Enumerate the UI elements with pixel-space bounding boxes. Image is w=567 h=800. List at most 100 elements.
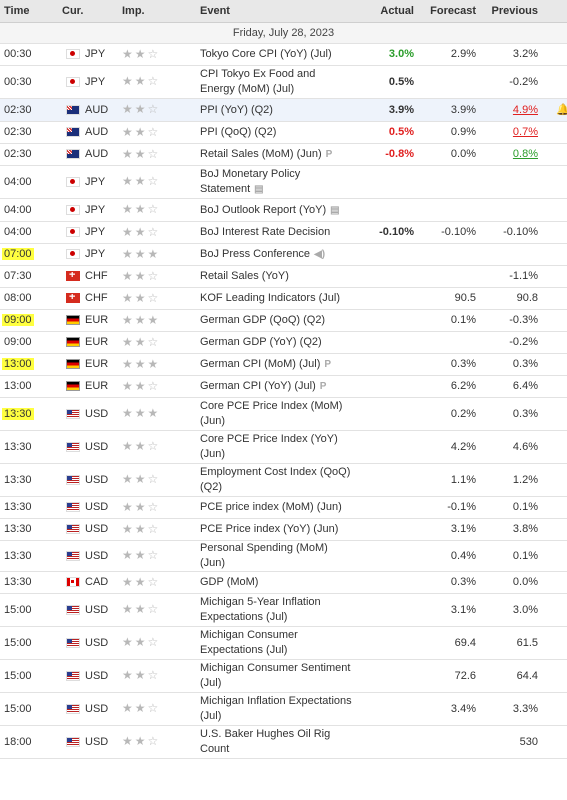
- table-row[interactable]: 13:30 USD ★★☆ Personal Spending (MoM) (Jun)…: [0, 540, 567, 572]
- event-info-icon[interactable]: ◀): [314, 249, 326, 260]
- alert-cell[interactable]: [542, 287, 567, 310]
- event-importance: ★★☆: [118, 375, 196, 398]
- alert-cell[interactable]: [542, 430, 567, 464]
- table-row[interactable]: 18:00 USD ★★☆ U.S. Baker Hughes Oil Rig Cou…: [0, 725, 567, 759]
- event-name[interactable]: Core PCE Price Index (MoM) (Jun): [196, 397, 356, 431]
- event-name[interactable]: PPI (YoY) (Q2): [196, 98, 356, 122]
- table-row[interactable]: 07:30CHF ★★☆ Retail Sales (YoY) -1.1%: [0, 265, 567, 288]
- table-row[interactable]: 13:30 USD ★★☆ PCE price index (MoM) (Jun) -0…: [0, 496, 567, 519]
- event-name[interactable]: KOF Leading Indicators (Jul): [196, 287, 356, 310]
- table-row[interactable]: 00:30 JPY ★★☆ Tokyo Core CPI (YoY) (Jul) 3.0…: [0, 43, 567, 66]
- table-row[interactable]: 15:00 USD ★★☆ Michigan 5-Year Inflation Exp…: [0, 593, 567, 627]
- alert-cell[interactable]: [542, 496, 567, 519]
- event-name[interactable]: BoJ Interest Rate Decision: [196, 221, 356, 244]
- event-importance: ★★☆: [118, 692, 196, 726]
- table-row[interactable]: 02:30 AUD ★★☆ Retail Sales (MoM) (Jun) P -0.8…: [0, 143, 567, 166]
- alert-cell[interactable]: [542, 65, 567, 99]
- event-name[interactable]: Michigan 5-Year Inflation Expectations (…: [196, 593, 356, 627]
- table-row[interactable]: 13:30 USD ★★☆ Core PCE Price Index (YoY) (J…: [0, 430, 567, 464]
- table-row[interactable]: 15:00 USD ★★☆ Michigan Inflation Expectatio…: [0, 692, 567, 726]
- event-name[interactable]: PCE Price index (YoY) (Jun): [196, 518, 356, 541]
- table-row[interactable]: 15:00 USD ★★☆ Michigan Consumer Sentiment (…: [0, 659, 567, 693]
- event-previous: 0.3%: [480, 397, 542, 431]
- alert-cell[interactable]: [542, 626, 567, 660]
- alert-cell[interactable]: [542, 221, 567, 244]
- event-name[interactable]: PCE price index (MoM) (Jun): [196, 496, 356, 519]
- event-name[interactable]: BoJ Press Conference ◀): [196, 243, 356, 266]
- event-name[interactable]: CPI Tokyo Ex Food and Energy (MoM) (Jul): [196, 65, 356, 99]
- de-flag-icon: [66, 315, 80, 326]
- alert-cell[interactable]: [542, 353, 567, 376]
- event-info-icon[interactable]: ▤: [254, 184, 264, 195]
- alert-cell[interactable]: [542, 165, 567, 199]
- event-name[interactable]: U.S. Baker Hughes Oil Rig Count: [196, 725, 356, 759]
- alert-cell[interactable]: [542, 198, 567, 222]
- event-name[interactable]: Personal Spending (MoM) (Jun): [196, 540, 356, 572]
- event-name[interactable]: Retail Sales (MoM) (Jun) P: [196, 143, 356, 166]
- table-row[interactable]: 09:00 EUR ★★☆ German GDP (YoY) (Q2) -0.2%: [0, 331, 567, 354]
- table-row[interactable]: 13:30 USD ★★☆ Employment Cost Index (QoQ) (…: [0, 463, 567, 497]
- table-row[interactable]: 13:30 USD ★★☆ PCE Price index (YoY) (Jun) 3.…: [0, 518, 567, 541]
- event-info-icon[interactable]: P: [319, 381, 327, 392]
- event-actual: [356, 353, 418, 376]
- event-name[interactable]: German CPI (YoY) (Jul) P: [196, 375, 356, 398]
- alert-cell[interactable]: [542, 463, 567, 497]
- table-row[interactable]: 13:00 EUR ★★★ German CPI (MoM) (Jul) P 0.3% 0.…: [0, 353, 567, 376]
- alert-cell[interactable]: 🔔: [542, 98, 567, 122]
- event-info-icon[interactable]: P: [324, 359, 332, 370]
- event-name[interactable]: Michigan Consumer Expectations (Jul): [196, 626, 356, 660]
- event-name[interactable]: Retail Sales (YoY): [196, 265, 356, 288]
- event-name[interactable]: Tokyo Core CPI (YoY) (Jul): [196, 43, 356, 66]
- alert-cell[interactable]: [542, 121, 567, 144]
- table-row[interactable]: 07:00 JPY ★★★ BoJ Press Conference ◀): [0, 243, 567, 266]
- alert-cell[interactable]: [542, 309, 567, 332]
- alert-cell[interactable]: [542, 143, 567, 166]
- alert-cell[interactable]: [542, 375, 567, 398]
- event-previous: 0.8%: [480, 143, 542, 166]
- table-row[interactable]: 04:00 JPY ★★☆ BoJ Outlook Report (YoY) ▤: [0, 198, 567, 222]
- event-name[interactable]: Core PCE Price Index (YoY) (Jun): [196, 430, 356, 464]
- table-row[interactable]: 04:00 JPY ★★☆ BoJ Monetary Policy Statement…: [0, 165, 567, 199]
- alert-cell[interactable]: [542, 593, 567, 627]
- event-name[interactable]: German GDP (QoQ) (Q2): [196, 309, 356, 332]
- table-row[interactable]: 02:30 AUD ★★☆ PPI (QoQ) (Q2) 0.5% 0.9% 0.7%: [0, 121, 567, 144]
- event-name[interactable]: Michigan Consumer Sentiment (Jul): [196, 659, 356, 693]
- event-name[interactable]: PPI (QoQ) (Q2): [196, 121, 356, 144]
- event-previous: [480, 243, 542, 266]
- event-forecast: 0.3%: [418, 571, 480, 594]
- event-time: 00:30: [0, 43, 58, 66]
- alert-cell[interactable]: [542, 265, 567, 288]
- table-row[interactable]: 08:00CHF ★★☆ KOF Leading Indicators (Jul) 9…: [0, 287, 567, 310]
- table-row[interactable]: 15:00 USD ★★☆ Michigan Consumer Expectation…: [0, 626, 567, 660]
- alert-cell[interactable]: [542, 725, 567, 759]
- table-row[interactable]: 09:00 EUR ★★★ German GDP (QoQ) (Q2) 0.1% -0.3…: [0, 309, 567, 332]
- table-row[interactable]: 02:30 AUD ★★☆ PPI (YoY) (Q2) 3.9% 3.9% 4.9% 🔔: [0, 98, 567, 122]
- alert-cell[interactable]: [542, 43, 567, 66]
- table-row[interactable]: 13:00 EUR ★★☆ German CPI (YoY) (Jul) P 6.2% 6.…: [0, 375, 567, 398]
- event-name[interactable]: Employment Cost Index (QoQ) (Q2): [196, 463, 356, 497]
- event-info-icon[interactable]: ▤: [330, 204, 340, 216]
- table-row[interactable]: 13:30 USD ★★★ Core PCE Price Index (MoM) (J…: [0, 397, 567, 431]
- alert-cell[interactable]: [542, 331, 567, 354]
- event-time: 13:30: [0, 463, 58, 497]
- event-name[interactable]: German CPI (MoM) (Jul) P: [196, 353, 356, 376]
- event-name[interactable]: BoJ Monetary Policy Statement ▤: [196, 165, 356, 199]
- event-name[interactable]: BoJ Outlook Report (YoY) ▤: [196, 198, 356, 222]
- table-row[interactable]: 00:30 JPY ★★☆ CPI Tokyo Ex Food and Energy …: [0, 65, 567, 99]
- table-row[interactable]: 13:30 CAD ★★☆ GDP (MoM) 0.3% 0.0%: [0, 571, 567, 594]
- alert-cell[interactable]: [542, 571, 567, 594]
- bell-alert-icon[interactable]: 🔔: [556, 103, 567, 116]
- alert-cell[interactable]: [542, 243, 567, 266]
- event-previous: 0.1%: [480, 496, 542, 519]
- alert-cell[interactable]: [542, 659, 567, 693]
- event-name[interactable]: German GDP (YoY) (Q2): [196, 331, 356, 354]
- alert-cell[interactable]: [542, 518, 567, 541]
- event-name[interactable]: Michigan Inflation Expectations (Jul): [196, 692, 356, 726]
- alert-cell[interactable]: [542, 692, 567, 726]
- alert-cell[interactable]: [542, 540, 567, 572]
- table-row[interactable]: 04:00 JPY ★★☆ BoJ Interest Rate Decision -0.…: [0, 221, 567, 244]
- event-name[interactable]: GDP (MoM): [196, 571, 356, 594]
- event-actual: [356, 463, 418, 497]
- alert-cell[interactable]: [542, 397, 567, 431]
- event-info-icon[interactable]: P: [325, 149, 333, 160]
